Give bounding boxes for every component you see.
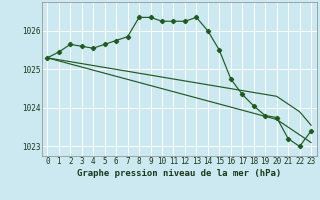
X-axis label: Graphe pression niveau de la mer (hPa): Graphe pression niveau de la mer (hPa) xyxy=(77,169,281,178)
